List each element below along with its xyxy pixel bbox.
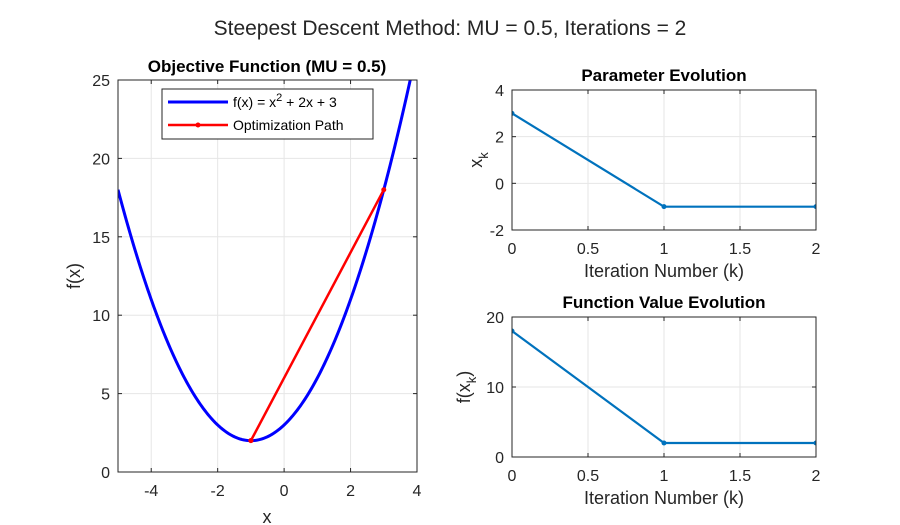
parameter-evolution-ylabel: xk — [466, 152, 491, 168]
legend-swatch-marker — [195, 122, 201, 128]
objective-xtick-label: 4 — [413, 483, 422, 500]
objective-xtick-label: 0 — [280, 483, 289, 500]
fval-xtick-label: 2 — [812, 468, 821, 485]
objective-xtick-label: -4 — [144, 483, 158, 500]
objective-ytick-label: 5 — [101, 387, 110, 404]
fval-ytick-label: 0 — [495, 450, 504, 467]
legend-box — [161, 88, 374, 140]
legend-label-rest: + 2x + 3 — [282, 94, 337, 110]
fval-xtick-label: 0 — [508, 468, 517, 485]
parameter-evolution-xlabel: Iteration Number (k) — [584, 261, 744, 281]
objective-ytick-label: 20 — [92, 151, 110, 168]
objective-legend: f(x) = x2 + 2x + 3 Optimization Path — [161, 88, 374, 140]
objective-axes-frame — [117, 79, 418, 473]
objective-xlabel: x — [263, 507, 272, 525]
legend-label-base: f(x) = x — [233, 94, 276, 110]
parameter-evolution-ylabel-sub: k — [476, 152, 491, 159]
param-series-group — [512, 110, 816, 210]
param-point-0 — [512, 110, 515, 116]
function-value-evolution-ylabel-end: ) — [454, 371, 474, 377]
objective-plot-area: -4 -2 0 2 4 0 5 10 15 20 25 — [92, 73, 422, 500]
param-xtick-label: 0 — [508, 241, 517, 258]
objective-xtick-label: -2 — [211, 483, 225, 500]
fval-xtick-label: 1.5 — [729, 468, 751, 485]
objective-point-0 — [381, 187, 387, 193]
param-xtick-label: 0.5 — [577, 241, 599, 258]
param-ytick-label: 2 — [495, 130, 504, 147]
objective-point-2 — [248, 438, 254, 444]
param-point-2 — [813, 204, 816, 210]
objective-ytick-label: 25 — [92, 73, 110, 90]
objective-series-line-1 — [249, 189, 385, 442]
objective-ylabel: f(x) — [64, 263, 84, 289]
fval-point-1 — [661, 440, 667, 446]
fval-series-group — [512, 328, 816, 446]
objective-ytick-label: 0 — [101, 465, 110, 482]
legend-label-sup: 2 — [276, 92, 282, 104]
param-ytick-label: 4 — [495, 83, 504, 100]
param-ytick-label: 0 — [495, 176, 504, 193]
param-ytick-label: -2 — [490, 223, 504, 240]
objective-series-group — [118, 80, 412, 444]
fval-ytick-label: 10 — [486, 380, 504, 397]
fval-ytick-label: 20 — [486, 310, 504, 327]
param-xtick-label: 2 — [812, 241, 821, 258]
objective-title: Objective Function (MU = 0.5) — [148, 57, 387, 76]
fval-xtick-label: 0.5 — [577, 468, 599, 485]
function-value-evolution-ylabel-sub: k — [464, 376, 479, 383]
objective-ytick-label: 10 — [92, 308, 110, 325]
fval-point-0 — [512, 328, 515, 334]
legend-label-function: f(x) = x2 + 2x + 3 — [233, 92, 337, 110]
param-point-1 — [661, 204, 667, 210]
objective-xtick-label: 2 — [346, 483, 355, 500]
figure-suptitle: Steepest Descent Method: MU = 0.5, Itera… — [214, 17, 687, 40]
fval-point-2 — [813, 440, 816, 446]
param-xtick-label: 1.5 — [729, 241, 751, 258]
param-xtick-label: 1 — [660, 241, 669, 258]
fval-xtick-label: 1 — [660, 468, 669, 485]
parameter-evolution-title: Parameter Evolution — [581, 66, 746, 85]
function-value-evolution-ylabel: f(xk) — [454, 371, 479, 404]
function-value-evolution-title: Function Value Evolution — [562, 293, 765, 312]
objective-curve-line — [118, 80, 412, 443]
function-value-evolution-xlabel: Iteration Number (k) — [584, 488, 744, 508]
parameter-evolution-ylabel-base: x — [466, 159, 486, 168]
function-value-evolution-ylabel-base: f(x — [454, 383, 474, 403]
objective-axes: -4 -2 0 2 4 0 5 10 15 20 25 Objective Function (MU… — [64, 57, 422, 525]
objective-ytick-label: 15 — [92, 230, 110, 247]
legend-label-path: Optimization Path — [233, 117, 344, 133]
